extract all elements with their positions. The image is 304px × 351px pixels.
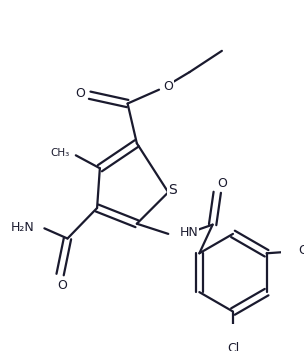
Text: O: O	[75, 87, 85, 100]
Text: O: O	[163, 80, 173, 93]
Text: HN: HN	[179, 226, 198, 239]
Text: H₂N: H₂N	[11, 221, 35, 234]
Text: S: S	[168, 184, 177, 197]
Text: Cl: Cl	[227, 342, 239, 351]
Text: O: O	[217, 177, 227, 190]
Text: CH₃: CH₃	[50, 147, 70, 158]
Text: O: O	[57, 279, 67, 292]
Text: O: O	[299, 244, 304, 257]
